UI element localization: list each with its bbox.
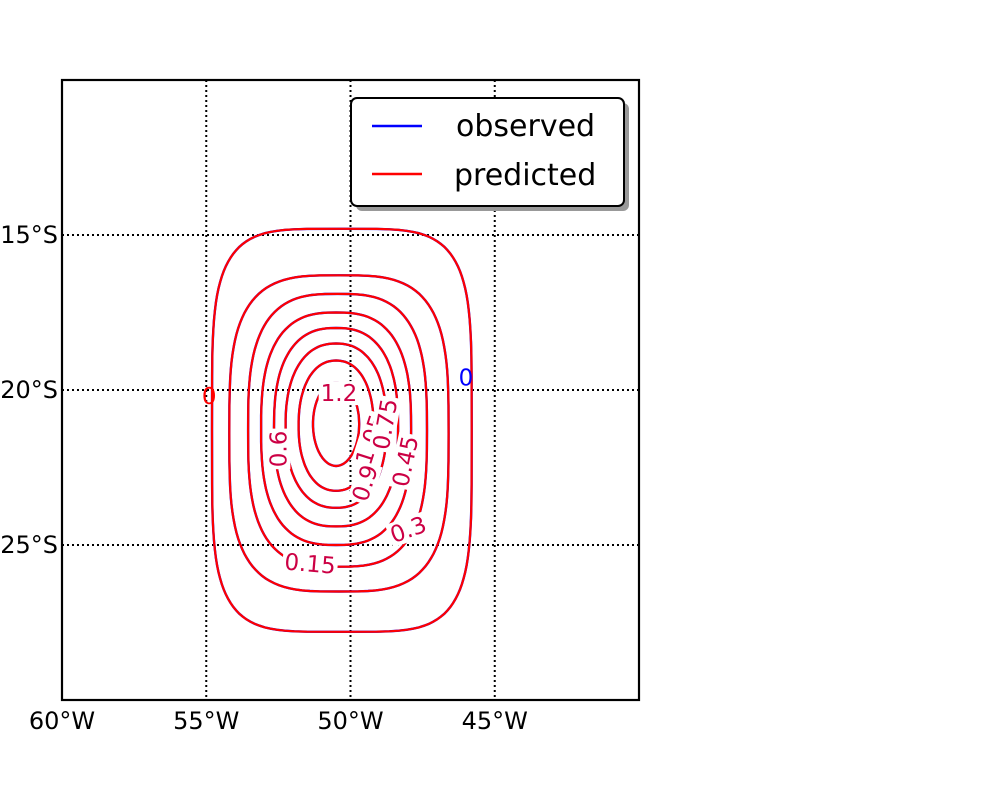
y-tick-label: 20°S — [0, 376, 58, 404]
contour-label-gap — [385, 511, 432, 548]
contour-label: 1.2 — [321, 381, 358, 407]
contour-predicted-0.6 — [260, 311, 413, 547]
contour-predicted-0.75 — [272, 326, 400, 528]
zero-contour-label-predicted: 0 — [202, 384, 217, 410]
contour-predicted-0.15 — [210, 227, 473, 633]
x-tick-label: 55°W — [173, 707, 239, 735]
legend: observed predicted — [350, 97, 629, 211]
contour-lines — [210, 227, 473, 634]
contour-observed-0.15 — [210, 227, 473, 634]
contour-label-gap — [368, 394, 402, 454]
plot-frame — [60, 78, 641, 702]
contour-predicted-0.45 — [246, 292, 429, 568]
contour-label-gap — [266, 428, 291, 470]
y-tick-label: 15°S — [0, 221, 58, 249]
legend-label-observed: observed — [456, 109, 595, 144]
y-tick-label: 25°S — [0, 531, 58, 559]
contour-label: 0.6 — [266, 431, 292, 468]
contour-label: 0.15 — [283, 549, 336, 579]
x-tick-label: 45°W — [462, 707, 528, 735]
x-tick-label: 50°W — [317, 707, 383, 735]
legend-label-predicted: predicted — [454, 158, 596, 193]
axis-ticks: 60°W 55°W 50°W 45°W 15°S 20°S 25°S — [0, 221, 528, 735]
contour-label-gap — [318, 381, 360, 406]
contour-label-gap — [281, 549, 339, 578]
zero-contour-label-observed: 0 — [459, 366, 474, 392]
contour-label-gap — [387, 431, 423, 491]
x-tick-label: 60°W — [29, 707, 95, 735]
contour-predicted-0.3 — [228, 274, 450, 593]
contour-label-gap — [347, 459, 383, 507]
contour-label: 0.9 — [348, 462, 384, 505]
